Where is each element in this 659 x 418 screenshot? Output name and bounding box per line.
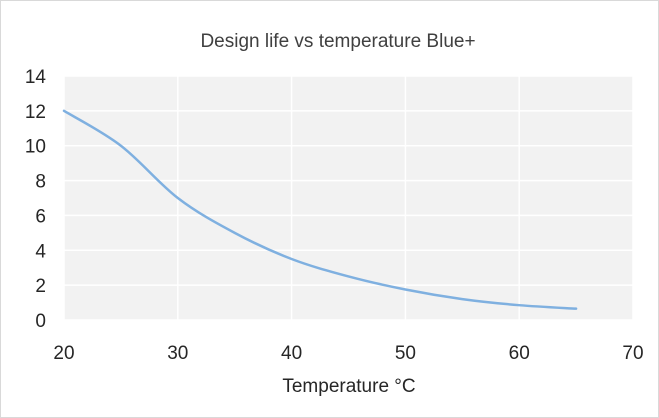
y-tick-label: 8 — [35, 172, 46, 193]
y-tick-label: 6 — [35, 206, 46, 227]
x-tick-label: 50 — [395, 343, 416, 364]
y-tick-label: 0 — [35, 311, 46, 332]
plot-area — [64, 76, 633, 320]
y-tick-label: 10 — [25, 137, 46, 158]
y-tick-label: 4 — [35, 241, 46, 262]
series-line — [62, 109, 578, 310]
y-tick-label: 12 — [25, 102, 46, 123]
y-axis-ticks: 0 2 4 6 8 10 12 14 — [25, 67, 47, 332]
gridlines — [63, 75, 634, 321]
x-tick-label: 60 — [509, 343, 530, 364]
series-layer — [62, 109, 578, 310]
chart-title: Design life vs temperature Blue+ — [200, 31, 475, 52]
x-tick-label: 40 — [281, 343, 302, 364]
x-axis-title: Temperature °C — [282, 376, 415, 397]
x-tick-label: 70 — [622, 343, 643, 364]
x-tick-label: 20 — [53, 343, 74, 364]
y-tick-label: 14 — [25, 67, 47, 88]
x-tick-label: 30 — [167, 343, 188, 364]
x-axis-ticks: 20 30 40 50 60 70 — [53, 343, 643, 364]
y-tick-label: 2 — [35, 276, 46, 297]
